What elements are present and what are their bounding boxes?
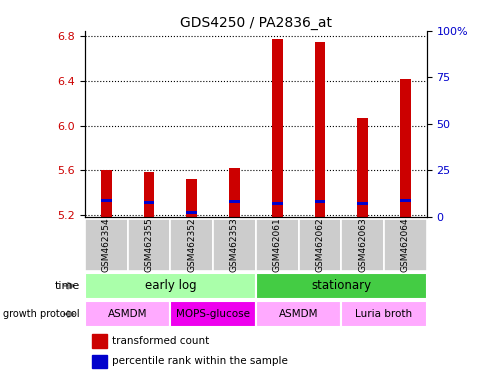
Text: time: time: [55, 281, 80, 291]
Bar: [212, 219, 255, 271]
Bar: [143, 201, 154, 204]
Bar: [101, 199, 111, 202]
Bar: [255, 301, 341, 327]
Bar: [298, 219, 341, 271]
Text: GSM462353: GSM462353: [229, 217, 239, 272]
Text: GSM462063: GSM462063: [358, 217, 366, 272]
Bar: [314, 200, 325, 203]
Title: GDS4250 / PA2836_at: GDS4250 / PA2836_at: [180, 16, 331, 30]
Bar: [186, 211, 197, 214]
Bar: [399, 199, 410, 202]
Bar: [272, 202, 282, 205]
Bar: [399, 79, 410, 217]
Bar: [170, 301, 255, 327]
Bar: [314, 42, 325, 217]
Bar: [272, 38, 282, 217]
Text: GSM462352: GSM462352: [187, 217, 196, 272]
Bar: [357, 118, 367, 217]
Bar: [127, 219, 170, 271]
Text: GSM462062: GSM462062: [315, 217, 324, 272]
Text: transformed count: transformed count: [112, 336, 209, 346]
Text: GSM462064: GSM462064: [400, 217, 409, 272]
Text: MOPS-glucose: MOPS-glucose: [176, 309, 250, 319]
Text: early log: early log: [144, 279, 196, 292]
Bar: [341, 301, 426, 327]
Bar: [357, 202, 367, 205]
Bar: [85, 301, 170, 327]
Bar: [91, 355, 107, 368]
Text: GSM462355: GSM462355: [144, 217, 153, 272]
Text: GSM462061: GSM462061: [272, 217, 281, 272]
Bar: [228, 168, 239, 217]
Bar: [85, 219, 127, 271]
Bar: [91, 334, 107, 348]
Text: percentile rank within the sample: percentile rank within the sample: [112, 356, 287, 366]
Text: growth protocol: growth protocol: [3, 309, 80, 319]
Text: ASMDM: ASMDM: [107, 309, 147, 319]
Bar: [341, 219, 383, 271]
Bar: [143, 172, 154, 217]
Bar: [85, 273, 255, 299]
Bar: [228, 200, 239, 203]
Text: ASMDM: ASMDM: [278, 309, 318, 319]
Text: Luria broth: Luria broth: [355, 309, 412, 319]
Bar: [383, 219, 426, 271]
Bar: [255, 273, 426, 299]
Bar: [186, 179, 197, 217]
Bar: [255, 219, 298, 271]
Text: stationary: stationary: [311, 279, 371, 292]
Bar: [170, 219, 212, 271]
Bar: [101, 170, 111, 217]
Text: GSM462354: GSM462354: [102, 217, 110, 272]
